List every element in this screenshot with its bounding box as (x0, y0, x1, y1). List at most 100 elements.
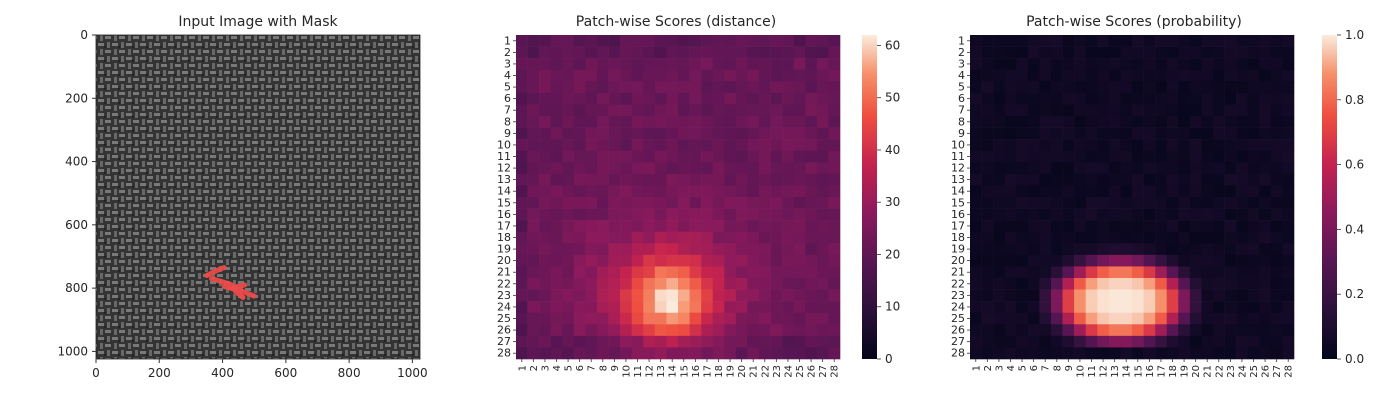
heatmap-cell (828, 127, 841, 140)
heatmap-cell (585, 81, 598, 94)
heatmap-cell (585, 185, 598, 198)
heatmap-cell (643, 289, 656, 302)
heatmap-cell (1178, 81, 1191, 94)
x-tick-label: 23 (772, 365, 783, 378)
heatmap-cell (516, 243, 528, 256)
x-tick-label: 26 (1261, 365, 1272, 378)
heatmap-cell (735, 254, 748, 267)
heatmap-cell (782, 127, 795, 140)
heatmap-cell (1259, 127, 1272, 140)
heatmap-cell (1097, 104, 1110, 117)
heatmap-cell (770, 35, 783, 47)
heatmap-cell (643, 347, 656, 360)
heatmap-cell (793, 185, 806, 198)
heatmap-cell (970, 116, 982, 128)
heatmap-cell (1270, 347, 1283, 360)
heatmap-cell (1213, 289, 1225, 302)
heatmap-cell (1259, 81, 1272, 94)
y-tick-label: 1 (504, 34, 511, 47)
heatmap-cell (666, 347, 679, 360)
heatmap-cell (1178, 127, 1191, 140)
heatmap-cell (1213, 220, 1225, 233)
heatmap-cell (689, 92, 702, 105)
heatmap-cell (1236, 278, 1249, 290)
heatmap-cell (516, 92, 528, 105)
heatmap-cell (608, 81, 621, 94)
heatmap-cell (724, 69, 737, 82)
heatmap-cell (1062, 46, 1075, 59)
heatmap-cell (1224, 69, 1237, 82)
heatmap-cell (1247, 150, 1260, 163)
heatmap-cell (1074, 335, 1087, 348)
heatmap-cell (1004, 324, 1017, 337)
heatmap-cell (1282, 116, 1295, 128)
heatmap-cell (1027, 197, 1040, 209)
heatmap-cell (993, 185, 1006, 198)
heatmap-cell (816, 335, 829, 348)
heatmap-cell (828, 254, 841, 267)
x-tick-label: 16 (1145, 365, 1156, 378)
heatmap-cell (805, 220, 818, 233)
heatmap-cell (631, 278, 644, 290)
x-tick-label: 20 (1191, 365, 1202, 378)
heatmap-cell (1155, 173, 1168, 186)
heatmap-cell (689, 324, 702, 337)
heatmap-cell (1247, 335, 1260, 348)
heatmap-cell (1120, 335, 1133, 348)
heatmap-cell (550, 254, 563, 267)
x-tick-label: 1 (971, 365, 982, 371)
heatmap-cell (1166, 139, 1179, 152)
heatmap-cell (1178, 116, 1191, 128)
heatmap-cell (678, 92, 690, 105)
heatmap-cell (1085, 127, 1098, 140)
x-tick-label: 13 (1110, 365, 1121, 378)
heatmap-cell (724, 197, 737, 209)
heatmap-cell (631, 254, 644, 267)
heatmap-cell (573, 347, 586, 360)
heatmap-cell (1039, 150, 1052, 163)
heatmap-cell (1004, 278, 1017, 290)
heatmap-cell (643, 162, 656, 175)
heatmap-cell (1004, 220, 1017, 233)
heatmap-cell (970, 185, 982, 198)
heatmap-cell (1074, 104, 1087, 117)
panel-2-title: Patch-wise Scores (distance) (576, 14, 776, 30)
heatmap-cell (805, 69, 818, 82)
heatmap-cell (970, 92, 982, 105)
heatmap-cell (828, 92, 841, 105)
x-tick-label: 18 (714, 365, 725, 378)
heatmap-cell (747, 254, 760, 267)
heatmap-cell (1247, 127, 1260, 140)
heatmap-cell (724, 58, 737, 71)
heatmap-cell (585, 289, 598, 302)
heatmap-cell (1155, 254, 1168, 267)
heatmap-cell (1236, 347, 1249, 360)
x-tick-label: 23 (1226, 365, 1237, 378)
heatmap-cell (689, 162, 702, 175)
heatmap-cell (701, 220, 714, 233)
heatmap-cell (793, 266, 806, 279)
heatmap-cell (608, 127, 621, 140)
heatmap-cell (539, 335, 552, 348)
panel-3-title: Patch-wise Scores (probability) (1026, 14, 1242, 30)
heatmap-cell (993, 104, 1006, 117)
heatmap-cell (1062, 208, 1075, 221)
heatmap-cell (805, 92, 818, 105)
heatmap-cell (1004, 301, 1017, 314)
heatmap-cell (759, 46, 771, 59)
heatmap-cell (1189, 58, 1202, 71)
heatmap-cell (516, 289, 528, 302)
heatmap-cell (573, 243, 586, 256)
heatmap-cell (1189, 173, 1202, 186)
heatmap-cell (805, 185, 818, 198)
heatmap-cell (666, 197, 679, 209)
heatmap-cell (770, 243, 783, 256)
heatmap-cell (805, 347, 818, 360)
heatmap-cell (1004, 58, 1017, 71)
x-tick-label: 15 (679, 365, 690, 378)
heatmap-cell (747, 173, 760, 186)
heatmap-cell (1039, 46, 1052, 59)
heatmap-cell (1259, 35, 1272, 47)
heatmap-cell (1143, 312, 1156, 325)
heatmap-cell (993, 116, 1006, 128)
